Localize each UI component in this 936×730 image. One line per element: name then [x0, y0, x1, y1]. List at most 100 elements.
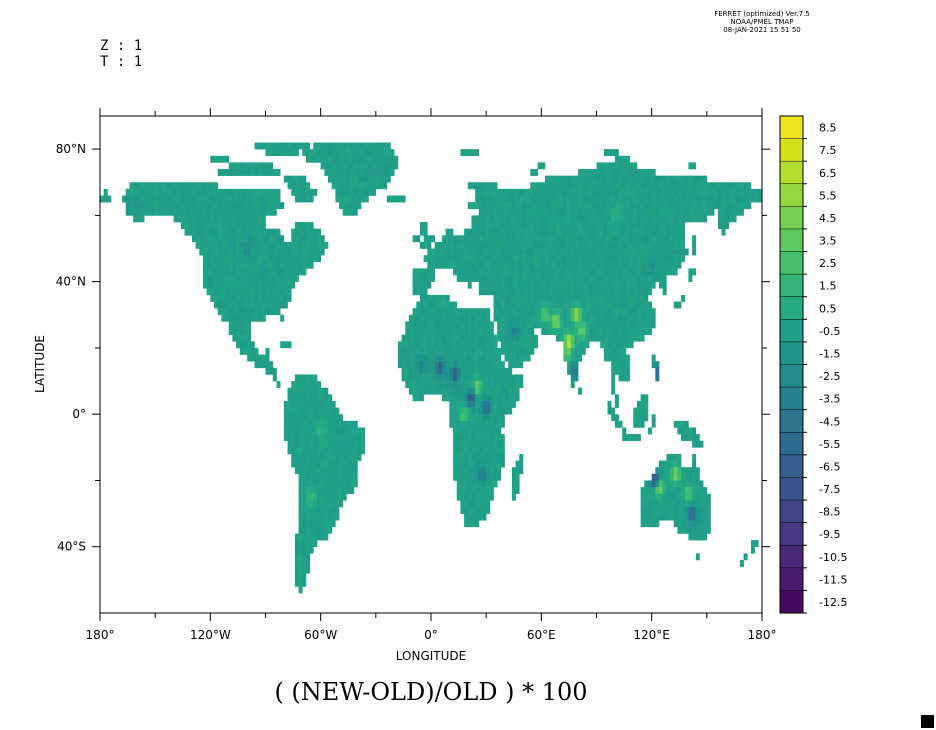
- map-cell: [703, 513, 708, 521]
- map-cell: [434, 387, 439, 395]
- map-cell: [283, 294, 288, 302]
- map-cell: [169, 182, 174, 190]
- map-cell: [442, 347, 447, 355]
- map-cell: [453, 235, 458, 243]
- map-cell: [556, 321, 561, 329]
- map-cell: [493, 301, 498, 309]
- map-cell: [758, 195, 763, 203]
- map-cell: [567, 321, 572, 329]
- map-cell: [489, 202, 494, 210]
- map-cell: [548, 222, 553, 229]
- map-cell: [471, 215, 476, 223]
- map-cell: [471, 381, 476, 388]
- map-cell: [217, 188, 222, 196]
- colorbar-swatch: [780, 274, 803, 298]
- map-cell: [522, 341, 527, 349]
- map-cell: [302, 235, 307, 243]
- map-cell: [497, 301, 502, 309]
- map-cell: [743, 188, 748, 196]
- map-cell: [636, 321, 641, 329]
- map-cell: [232, 294, 237, 302]
- map-cell: [324, 241, 329, 249]
- map-cell: [449, 241, 454, 249]
- map-cell: [460, 354, 465, 362]
- map-cell: [633, 215, 638, 223]
- map-cell: [659, 500, 663, 508]
- map-cell: [636, 235, 641, 243]
- map-cell: [331, 155, 336, 163]
- map-cell: [453, 347, 458, 355]
- map-cell: [519, 208, 524, 216]
- map-cell: [298, 493, 303, 501]
- map-cell: [585, 195, 590, 203]
- map-cell: [456, 367, 461, 375]
- map-cell: [673, 460, 678, 468]
- map-cell: [607, 328, 612, 335]
- map-cell: [537, 202, 542, 210]
- map-cell: [633, 314, 638, 322]
- map-cell: [335, 414, 340, 422]
- map-cell: [247, 354, 252, 362]
- map-cell: [313, 447, 318, 455]
- map-cell: [173, 188, 178, 196]
- map-cell: [313, 540, 318, 548]
- map-cell: [265, 142, 270, 150]
- map-cell: [603, 162, 608, 170]
- map-cell: [500, 281, 505, 289]
- map-cell: [239, 222, 244, 229]
- map-cell: [633, 301, 638, 309]
- map-cell: [699, 440, 704, 448]
- map-cell: [567, 188, 572, 196]
- map-cell: [453, 361, 458, 369]
- map-cell: [386, 162, 391, 170]
- map-cell: [589, 288, 594, 296]
- map-cell: [313, 453, 318, 461]
- map-cell: [603, 268, 608, 276]
- map-cell: [166, 202, 171, 210]
- map-cell: [434, 248, 439, 256]
- map-cell: [497, 447, 502, 455]
- map-cell: [666, 487, 671, 495]
- map-cell: [710, 182, 715, 190]
- map-cell: [611, 182, 616, 190]
- map-cell: [214, 275, 218, 282]
- map-cell: [581, 334, 586, 342]
- map-cell: [651, 361, 656, 369]
- map-cell: [316, 387, 321, 395]
- map-cell: [419, 387, 424, 395]
- map-cell: [504, 308, 509, 316]
- map-cell: [202, 188, 207, 196]
- map-cell: [655, 473, 660, 481]
- map-cell: [261, 142, 266, 150]
- map-cell: [316, 381, 321, 388]
- map-cell: [659, 215, 663, 223]
- map-cell: [214, 255, 218, 263]
- map-cell: [431, 334, 435, 342]
- colorbar-label: 0.5: [819, 302, 837, 315]
- map-cell: [239, 281, 244, 289]
- map-cell: [324, 427, 329, 435]
- map-cell: [567, 215, 572, 223]
- map-cell: [644, 261, 649, 269]
- map-cell: [622, 301, 627, 309]
- map-cell: [618, 301, 623, 309]
- map-cell: [272, 308, 277, 316]
- map-cell: [673, 261, 678, 269]
- map-cell: [419, 241, 424, 249]
- map-cell: [695, 208, 700, 216]
- map-cell: [681, 487, 686, 495]
- map-cell: [611, 175, 616, 183]
- map-cell: [460, 434, 465, 442]
- map-cell: [552, 268, 557, 276]
- map-cell: [247, 334, 252, 342]
- map-cell: [250, 222, 255, 229]
- map-cell: [537, 281, 542, 289]
- map-cell: [427, 255, 432, 263]
- map-cell: [651, 414, 656, 422]
- map-cell: [614, 202, 619, 210]
- map-cell: [276, 169, 281, 176]
- map-cell: [475, 500, 480, 508]
- map-cell: [210, 261, 215, 269]
- map-cell: [714, 188, 719, 196]
- map-cell: [339, 414, 344, 422]
